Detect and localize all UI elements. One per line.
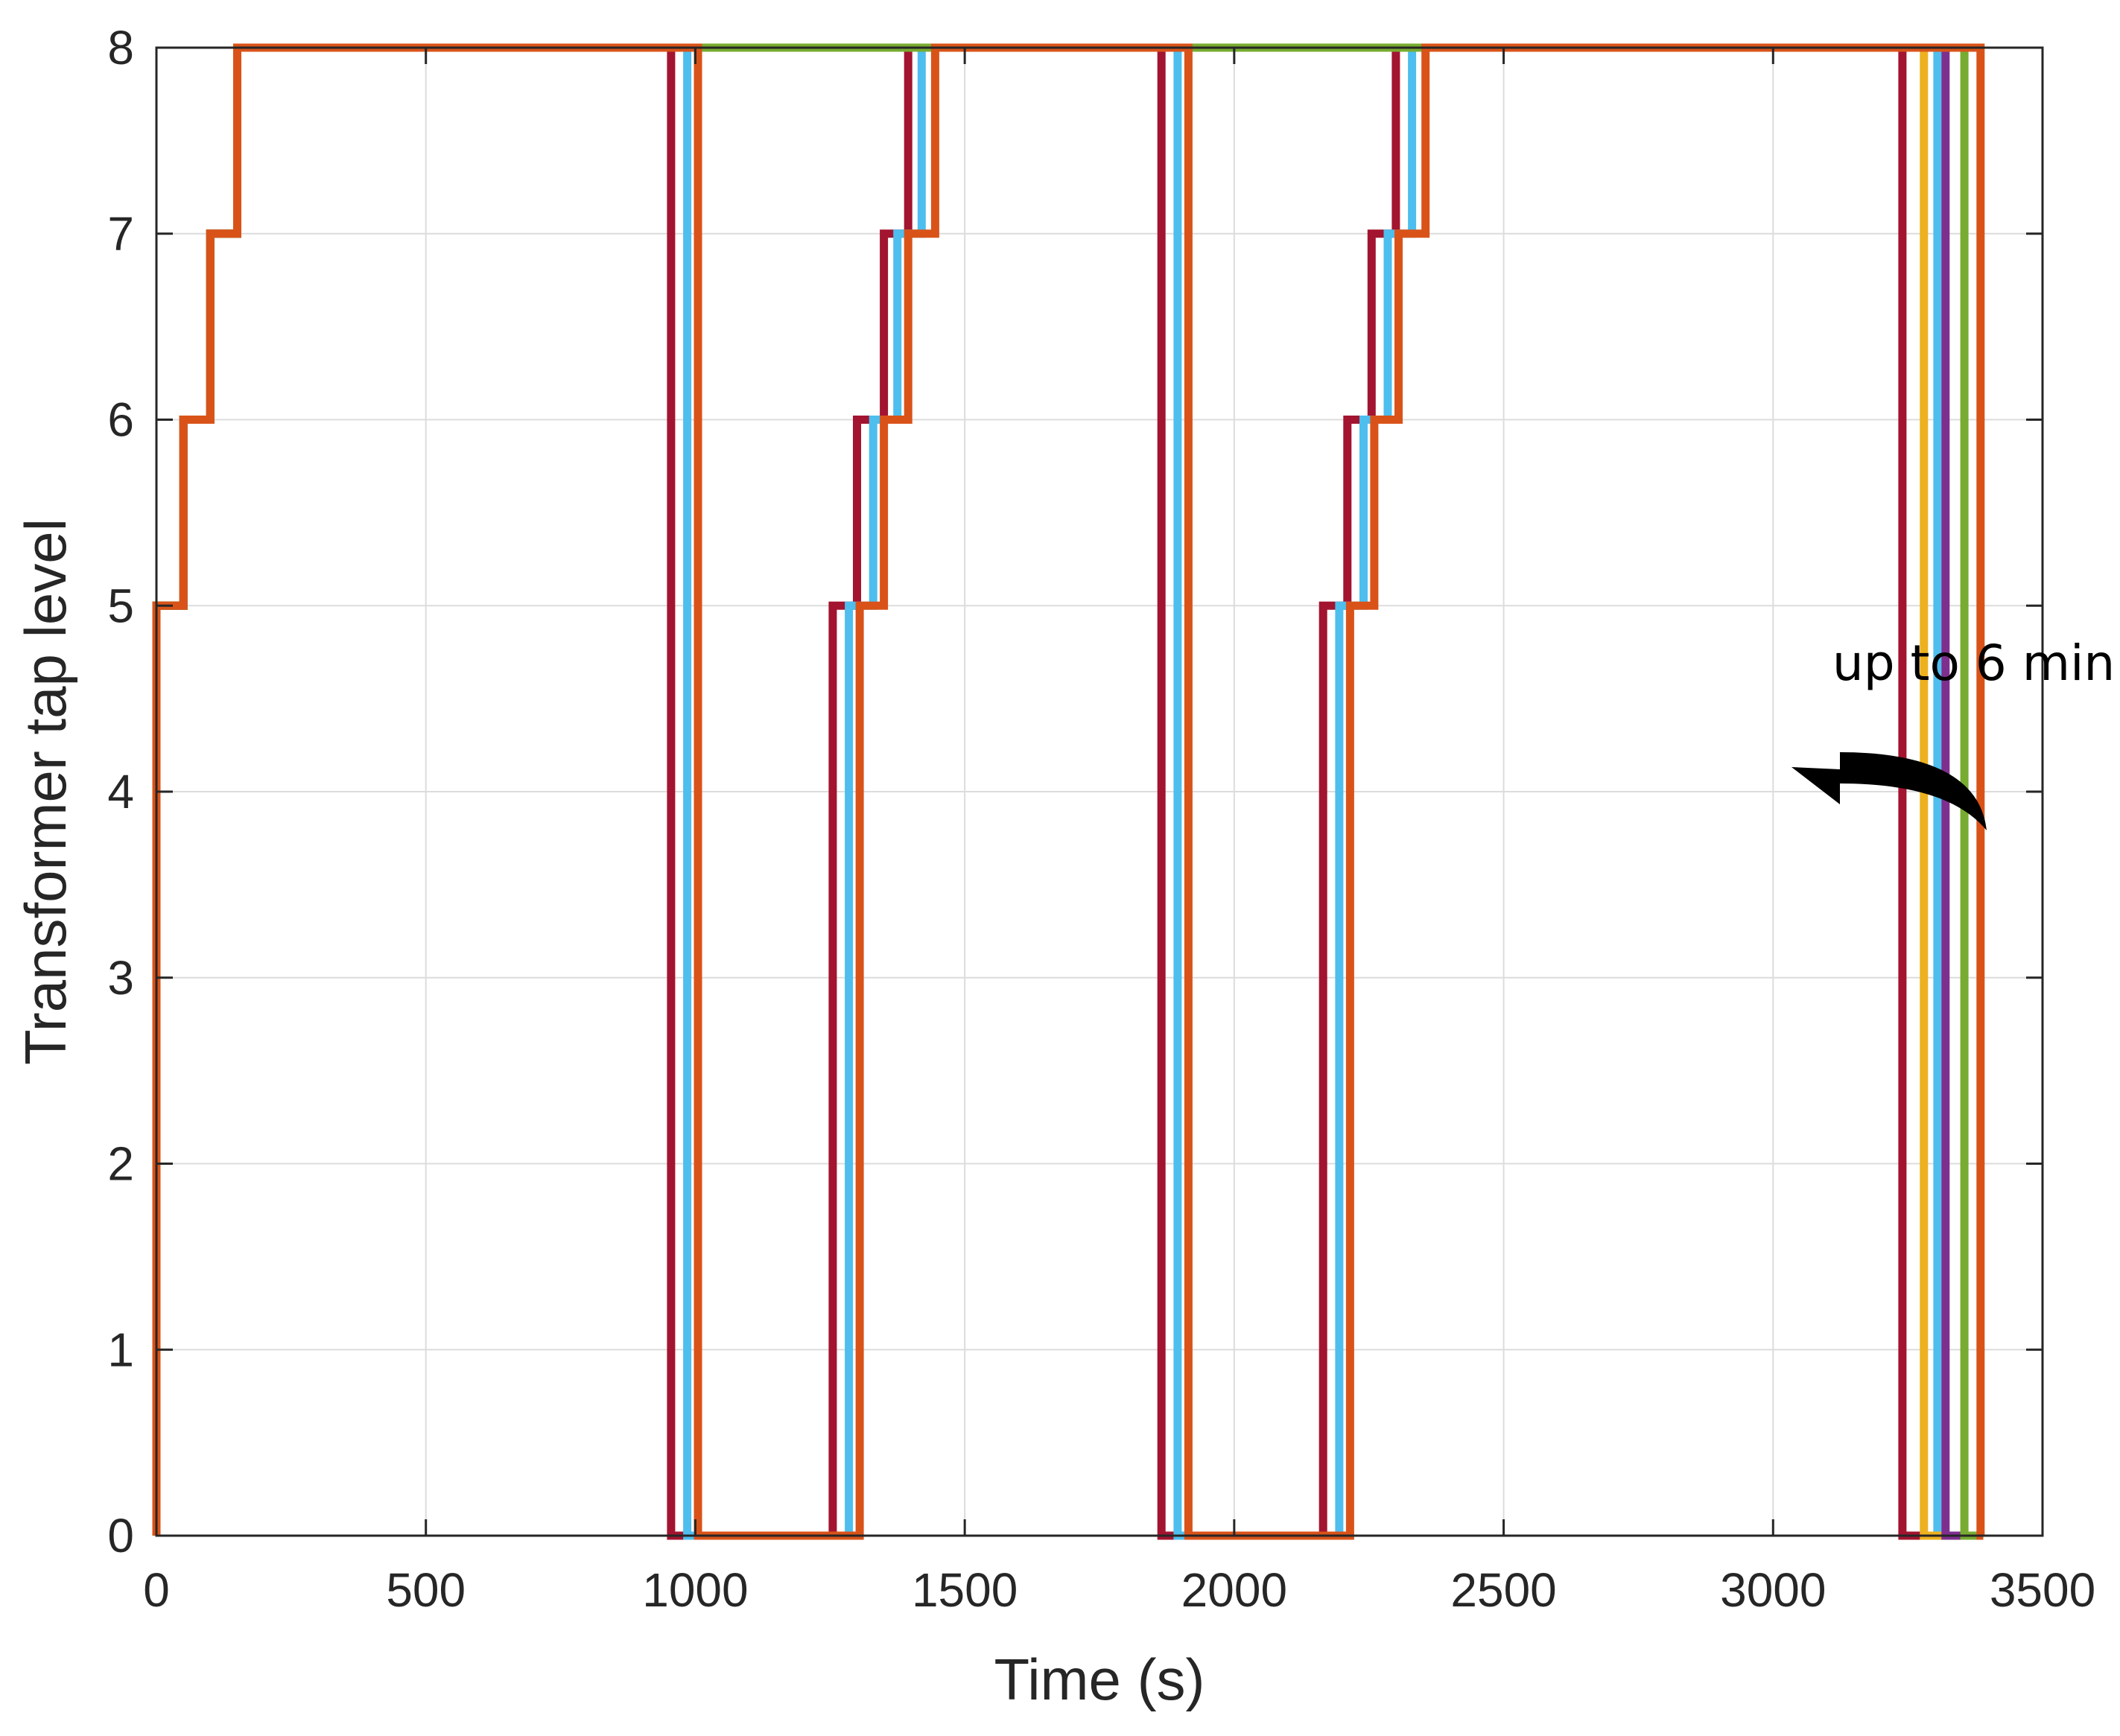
series-line-6 xyxy=(152,43,1985,1540)
y-tick-label: 2 xyxy=(107,1137,134,1191)
y-axis-title: Transformer tap level xyxy=(13,518,78,1065)
x-tick-label: 2500 xyxy=(1450,1563,1556,1617)
ticks xyxy=(155,46,2044,1537)
annotation-text: up to 6 min. xyxy=(1832,635,2120,692)
annotation-arrow xyxy=(1791,752,1987,830)
x-tick-label: 0 xyxy=(143,1563,170,1617)
tick-labels: 0 500 1000 1500 2000 2500 3000 3500 0 1 2 3 4 5 6 7 8 xyxy=(107,21,2095,1617)
y-tick-label: 6 xyxy=(107,393,134,447)
y-tick-label: 1 xyxy=(107,1323,134,1376)
x-tick-label: 2000 xyxy=(1181,1563,1287,1617)
x-tick-label: 1000 xyxy=(642,1563,748,1617)
x-axis-title: Time (s) xyxy=(994,1647,1205,1712)
y-tick-label: 4 xyxy=(107,765,134,818)
y-tick-label: 8 xyxy=(107,21,134,74)
y-tick-label: 0 xyxy=(107,1509,134,1562)
x-tick-label: 500 xyxy=(386,1563,466,1617)
y-tick-label: 3 xyxy=(107,951,134,1005)
y-tick-label: 7 xyxy=(107,207,134,261)
x-tick-label: 3500 xyxy=(1990,1563,2095,1617)
x-tick-label: 3000 xyxy=(1720,1563,1826,1617)
x-tick-label: 1500 xyxy=(912,1563,1018,1617)
y-tick-label: 5 xyxy=(107,579,134,632)
series-group xyxy=(152,43,1985,1540)
